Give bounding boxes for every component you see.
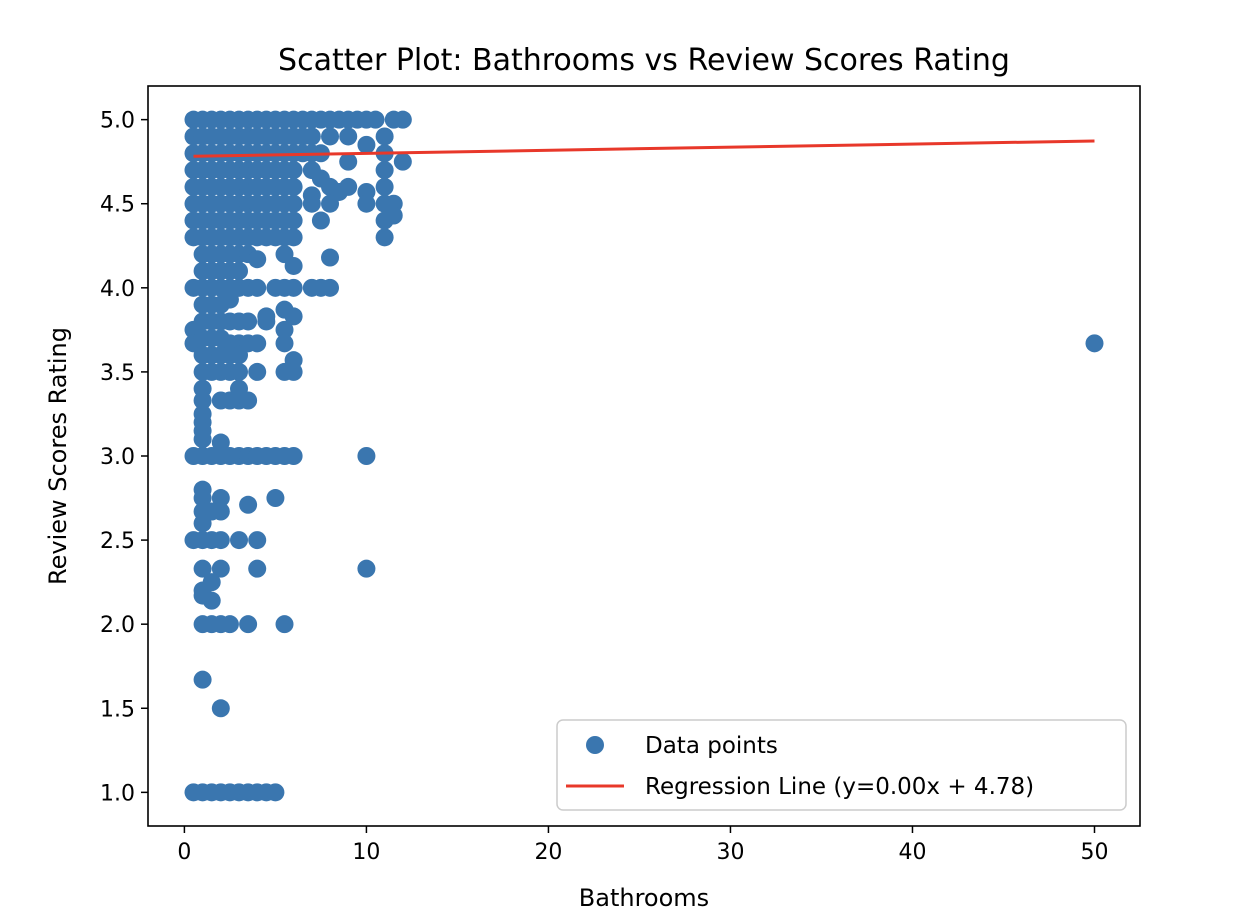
data-point xyxy=(284,447,303,465)
data-point xyxy=(284,194,303,213)
data-point xyxy=(357,559,376,578)
data-point xyxy=(193,670,212,689)
data-point xyxy=(220,290,239,309)
data-point xyxy=(384,206,403,225)
data-point xyxy=(257,312,276,331)
y-tick-label: 1.5 xyxy=(100,697,135,722)
data-point xyxy=(239,615,258,634)
y-tick-label: 4.0 xyxy=(100,277,135,302)
regression-line-group xyxy=(193,139,1095,158)
x-tick-label: 40 xyxy=(898,840,926,865)
data-point xyxy=(248,250,267,269)
data-point xyxy=(339,152,358,171)
data-point xyxy=(193,391,212,410)
y-axis-label: Review Scores Rating xyxy=(44,327,72,585)
data-point xyxy=(302,194,321,213)
data-point xyxy=(248,559,267,578)
y-axis: 1.0 1.5 2.0 2.5 3.0 3.5 4.0 4.5 5.0 xyxy=(100,109,148,806)
data-point xyxy=(321,248,340,267)
data-point xyxy=(220,615,239,634)
data-point xyxy=(375,161,394,180)
data-point xyxy=(211,433,230,452)
data-point xyxy=(321,127,340,146)
data-point xyxy=(339,127,358,146)
data-point xyxy=(357,135,376,154)
data-point xyxy=(193,430,212,449)
data-point xyxy=(321,278,340,297)
x-tick-label: 20 xyxy=(534,840,562,865)
data-point xyxy=(275,615,294,634)
y-tick-label: 3.5 xyxy=(100,361,135,386)
data-point xyxy=(284,362,303,381)
regression-line xyxy=(193,139,1095,158)
y-tick-label: 4.5 xyxy=(100,193,135,218)
y-tick-label: 3.0 xyxy=(100,445,135,470)
data-point xyxy=(339,177,358,196)
legend-marker-points xyxy=(586,736,604,754)
x-tick-label: 10 xyxy=(352,840,380,865)
data-point xyxy=(220,391,239,410)
data-point xyxy=(239,391,258,410)
data-point xyxy=(284,307,303,326)
legend-label-points: Data points xyxy=(645,733,778,759)
data-point xyxy=(239,495,258,514)
data-point xyxy=(193,559,212,578)
data-point xyxy=(284,278,303,297)
data-point xyxy=(266,783,285,802)
data-points-group xyxy=(184,110,1104,802)
data-point xyxy=(193,514,212,533)
data-point xyxy=(230,362,249,381)
legend: Data points Regression Line (y=0.00x + 4… xyxy=(556,719,1127,811)
data-point xyxy=(284,256,303,275)
data-point xyxy=(248,362,267,381)
data-point xyxy=(311,211,330,230)
x-axis: 0 10 20 30 40 50 xyxy=(177,826,1108,865)
x-tick-label: 0 xyxy=(177,840,191,865)
y-tick-label: 2.0 xyxy=(100,613,135,638)
data-point xyxy=(248,531,267,550)
legend-box xyxy=(556,719,1127,811)
x-tick-label: 30 xyxy=(716,840,744,865)
data-point xyxy=(230,346,249,365)
data-point xyxy=(239,312,258,331)
data-point xyxy=(366,110,385,129)
y-tick-label: 1.0 xyxy=(100,781,135,806)
data-point xyxy=(321,194,340,213)
data-point xyxy=(302,127,321,146)
data-point xyxy=(284,211,303,230)
data-point xyxy=(1085,334,1104,353)
data-point xyxy=(248,278,267,297)
legend-label-regression: Regression Line (y=0.00x + 4.78) xyxy=(645,774,1034,800)
data-point xyxy=(230,262,249,280)
data-point xyxy=(275,334,294,353)
data-point xyxy=(193,489,212,508)
data-point xyxy=(375,177,394,196)
data-point xyxy=(248,334,267,353)
data-point xyxy=(266,489,285,508)
data-point xyxy=(393,152,412,171)
data-point xyxy=(211,489,230,508)
data-point xyxy=(375,127,394,146)
x-tick-label: 50 xyxy=(1080,840,1108,865)
data-point xyxy=(393,110,412,129)
chart-title: Scatter Plot: Bathrooms vs Review Scores… xyxy=(278,43,1010,78)
x-axis-label: Bathrooms xyxy=(579,884,709,912)
data-point xyxy=(357,447,376,465)
data-point xyxy=(211,502,230,521)
data-point xyxy=(284,177,303,196)
y-tick-label: 2.5 xyxy=(100,529,135,554)
data-point xyxy=(284,228,303,247)
y-tick-label: 5.0 xyxy=(100,109,135,134)
data-point xyxy=(375,228,394,247)
data-point xyxy=(211,559,230,578)
data-point xyxy=(284,161,303,180)
data-point xyxy=(275,320,294,339)
data-point xyxy=(230,531,249,550)
data-point xyxy=(202,591,221,610)
data-point xyxy=(211,531,230,550)
data-point xyxy=(357,194,376,213)
data-point xyxy=(211,699,230,718)
